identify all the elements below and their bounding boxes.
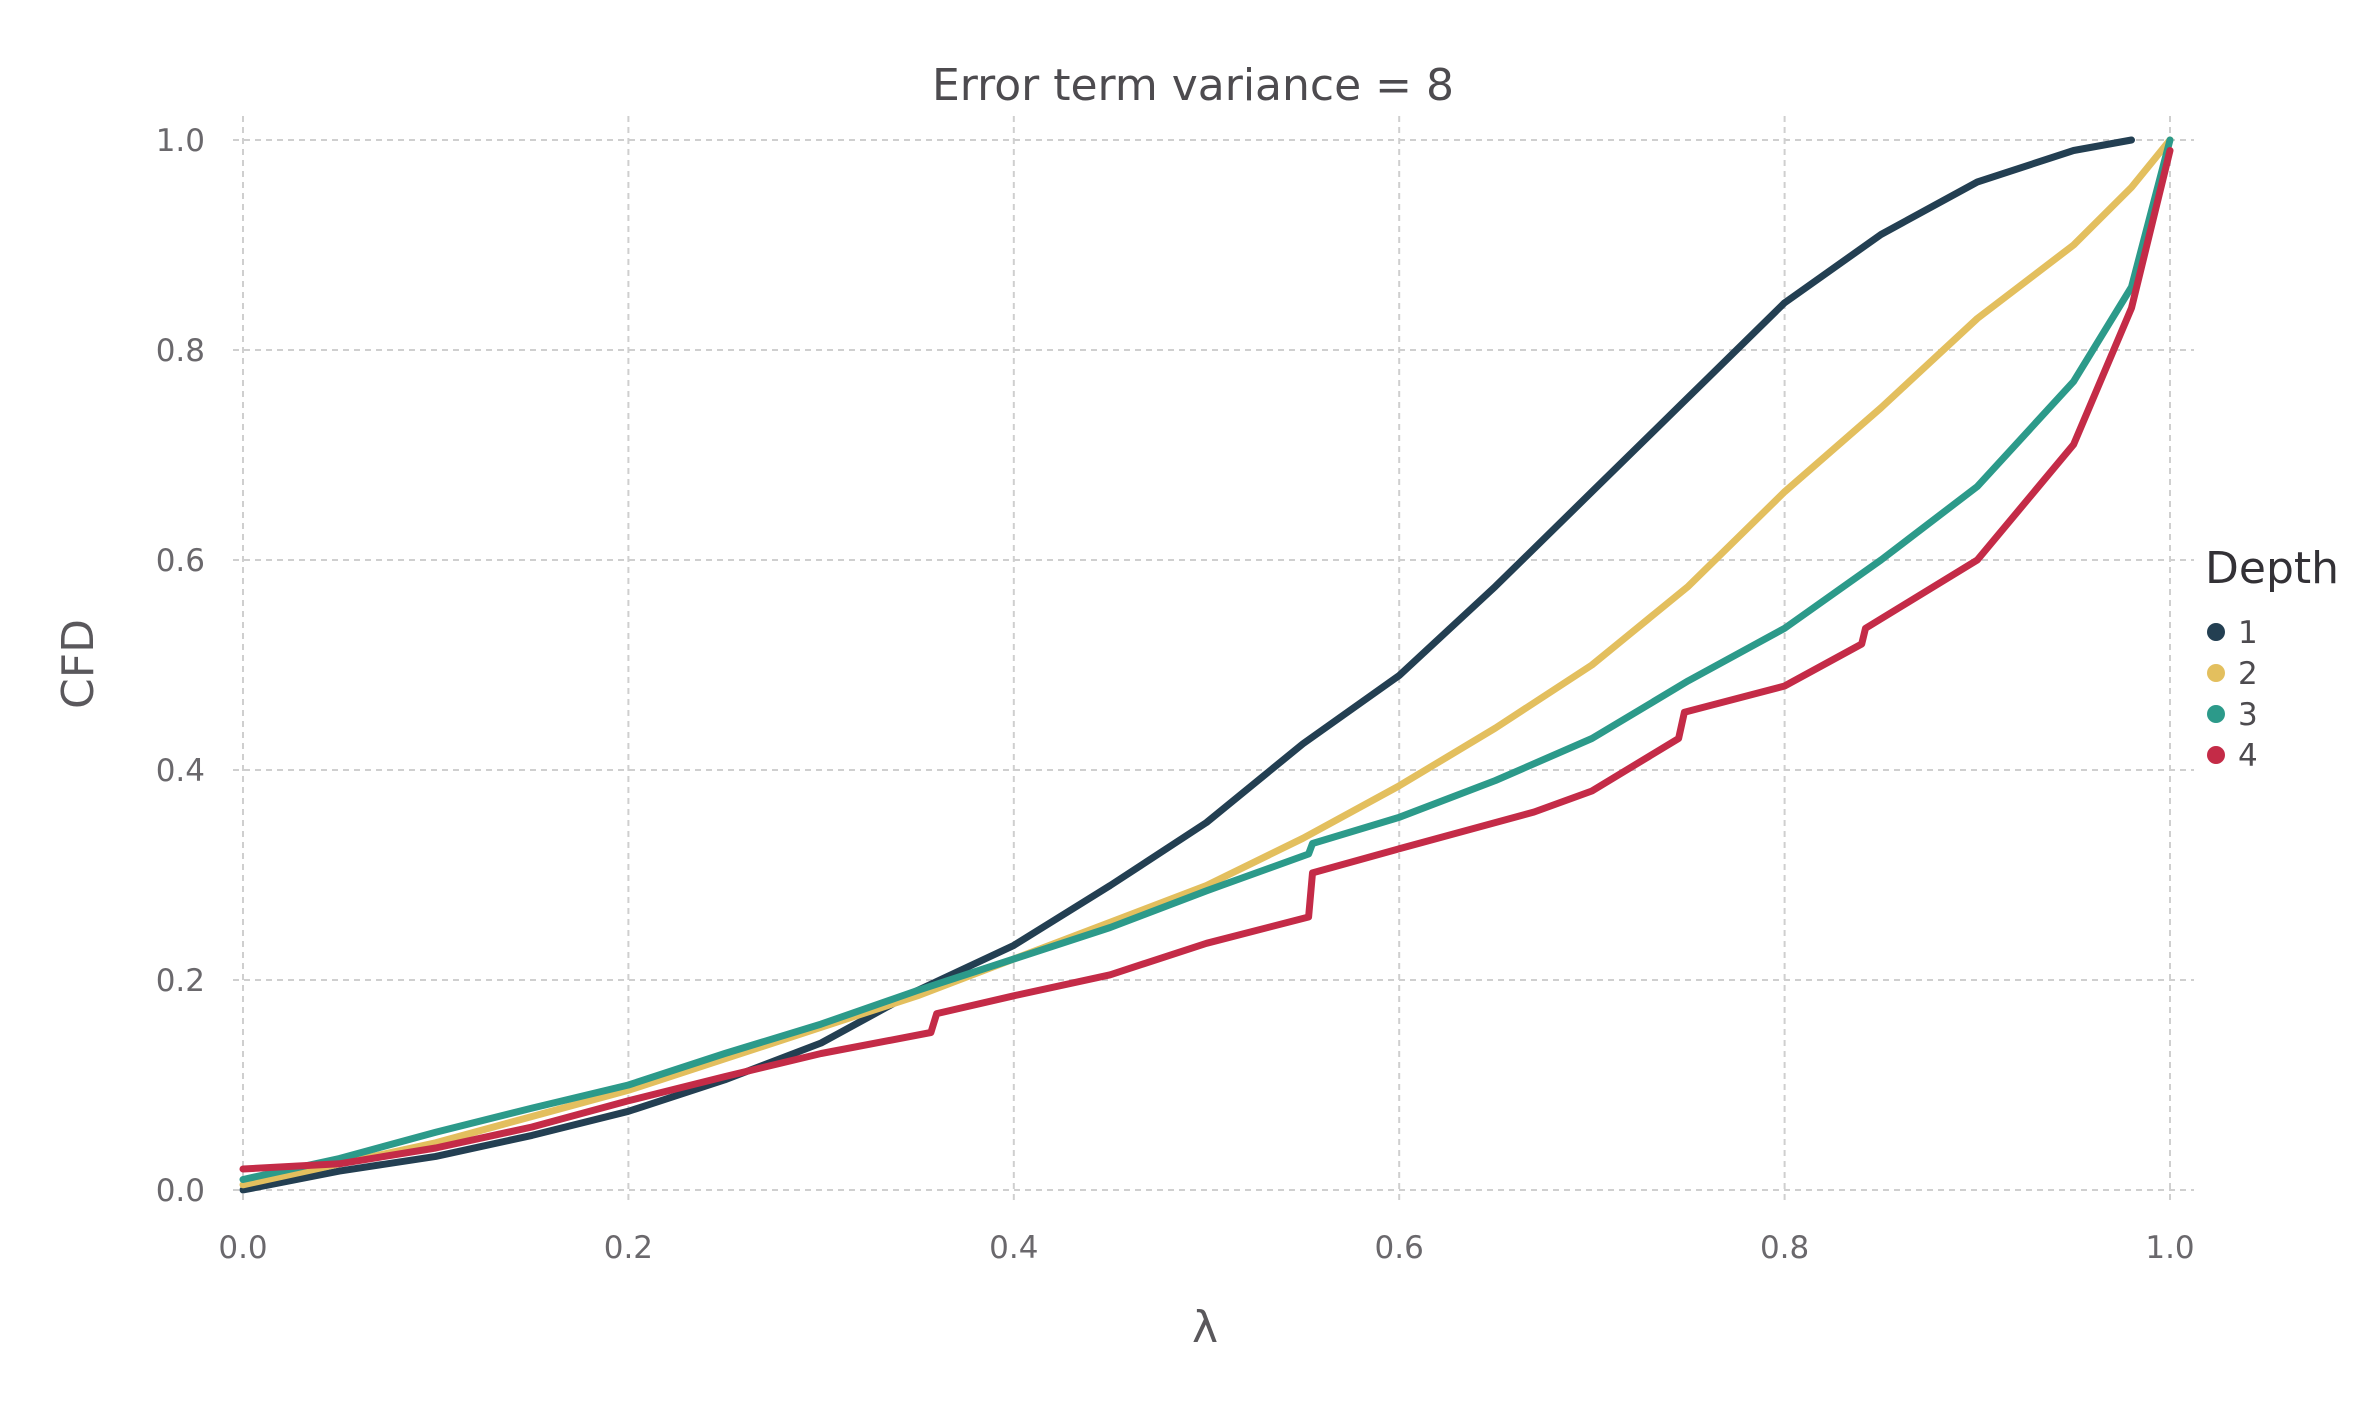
x-tick-labels: 0.0 0.2 0.4 0.6 0.8 1.0 [218, 1230, 2194, 1266]
x-tick-label: 0.4 [989, 1230, 1038, 1266]
chart-title: Error term variance = 8 [932, 60, 1454, 111]
series-line-depth-4 [239, 147, 2174, 1173]
x-tick-label: 1.0 [2145, 1230, 2194, 1266]
y-tick-label: 0.2 [156, 963, 205, 999]
x-axis-label: λ [1192, 1302, 1218, 1353]
y-tick-label: 0.8 [156, 333, 205, 369]
x-tick-label: 0.6 [1375, 1230, 1424, 1266]
series-line-depth-2 [239, 136, 2174, 1189]
legend-marker [2207, 746, 2225, 764]
legend-label: 3 [2238, 697, 2258, 733]
series-line-depth-1 [239, 136, 2135, 1194]
series-line-depth-3 [239, 136, 2174, 1183]
legend-label: 2 [2238, 656, 2258, 692]
legend-marker [2207, 705, 2225, 723]
x-tick-label: 0.2 [604, 1230, 653, 1266]
legend-marker [2207, 664, 2225, 682]
legend-label: 4 [2238, 738, 2258, 774]
x-tick-label: 0.0 [218, 1230, 267, 1266]
gridlines [233, 116, 2194, 1200]
series-lines [239, 136, 2174, 1194]
legend: Depth 1 2 3 4 [2205, 543, 2339, 774]
x-tick-label: 0.8 [1760, 1230, 1809, 1266]
legend-marker [2207, 623, 2225, 641]
legend-items: 1 2 3 4 [2207, 615, 2258, 774]
y-tick-labels: 0.0 0.2 0.4 0.6 0.8 1.0 [156, 123, 205, 1209]
y-axis-label: CFD [53, 619, 104, 709]
y-tick-label: 0.4 [156, 753, 205, 789]
y-tick-label: 0.0 [156, 1173, 205, 1209]
y-tick-label: 0.6 [156, 543, 205, 579]
legend-label: 1 [2238, 615, 2258, 651]
legend-title: Depth [2205, 543, 2339, 594]
y-tick-label: 1.0 [156, 123, 205, 159]
